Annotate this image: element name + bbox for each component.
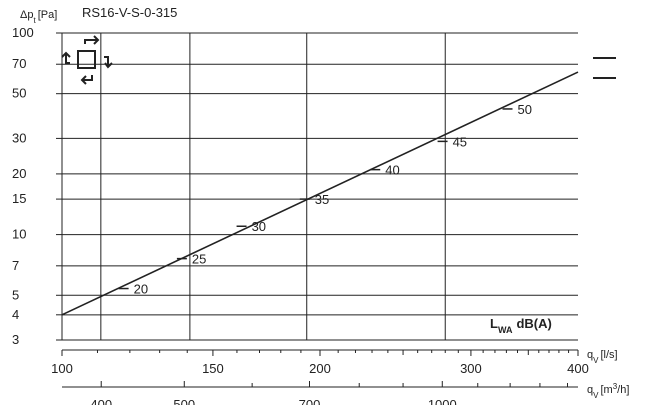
y-tick-label: 7 [12,258,19,273]
x-axis-label: qV [l/s] [587,349,618,365]
x-tick-label: 100 [51,361,73,376]
sound-level-label: 45 [453,134,467,149]
sound-level-marks: 20 25 30 35 40 45 50 [118,102,532,297]
x2-tick-label: 500 [173,397,195,405]
y-tick-label: 3 [12,332,19,347]
y-tick-label: 20 [12,166,26,181]
airflow-direction-icon [61,35,113,85]
y-tick-label: 100 [12,25,34,40]
x-tick-label: 400 [567,361,589,376]
grid-lines [62,32,578,341]
series-layer [61,71,579,316]
sound-level-label: 40 [385,163,399,178]
chart-title: RS16-V-S-0-315 [82,5,177,20]
sound-level-legend: LWA dB(A) [490,316,552,335]
y-tick-label: 15 [12,191,26,206]
y-tick-label: 4 [12,307,19,322]
y-tick-label: 70 [12,56,26,71]
y-tick-label: 10 [12,227,26,242]
y-axis-label: Δpt [Pa] [20,9,57,25]
y-tick-label: 5 [12,287,19,302]
x-tick-label: 200 [309,361,331,376]
y-tick-label: 50 [12,86,26,101]
sound-level-label: 35 [315,192,329,207]
sound-level-label: 50 [518,102,532,117]
x-tick-label: 150 [202,361,224,376]
x2-axis-label: qV [m3/h] [587,382,629,400]
pressure-curve [61,71,579,316]
x2-tick-label: 400 [90,397,112,405]
sound-level-label: 20 [134,282,148,297]
sound-level-label: 25 [192,252,206,267]
x2-tick-label: 1000 [428,397,457,405]
x2-tick-label: 700 [299,397,321,405]
sound-level-label: 30 [252,219,266,234]
y-tick-label: 30 [12,130,26,145]
x-tick-label: 300 [460,361,482,376]
